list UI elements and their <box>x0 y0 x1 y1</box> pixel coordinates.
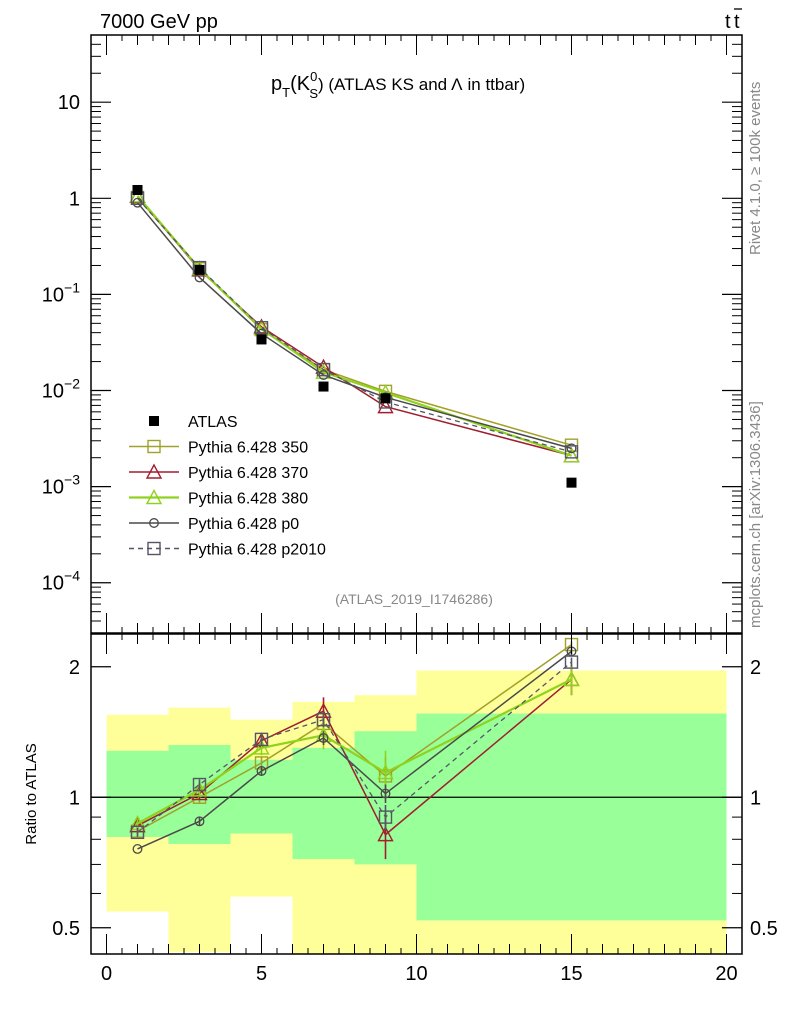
main-series-4 <box>130 191 579 459</box>
ratio-series-marker <box>191 785 208 801</box>
ratio-xtick-label: 15 <box>560 963 582 985</box>
ratio-series-marker <box>377 826 394 842</box>
mcplots-label: mcplots.cern.ch [arXiv:1306.3436] <box>747 401 764 628</box>
legend-label: Pythia 6.428 p0 <box>188 516 299 533</box>
main-series-marker <box>563 447 580 463</box>
ratio-series-line <box>136 678 572 825</box>
main-series-marker <box>564 445 579 459</box>
main-axis-ticks: 10 1 10−1 10−2 10−3 10−4 <box>42 35 742 634</box>
ratio-series-marker <box>130 825 145 840</box>
ratio-band-green <box>292 747 355 860</box>
main-ytick-label: 10−1 <box>42 279 80 306</box>
legend-label: Pythia 6.428 370 <box>188 465 308 482</box>
ratio-series-marker <box>318 733 329 743</box>
atlas-data-point <box>380 393 391 404</box>
ratio-series-line <box>137 650 572 850</box>
atlas-data-point <box>256 334 267 345</box>
ratio-ytick-label-right: 0.5 <box>750 918 778 940</box>
legend-label: Pythia 6.428 p2010 <box>188 542 326 559</box>
ratio-series-line <box>137 643 572 832</box>
ratio-ytick-label-right: 2 <box>750 657 761 679</box>
atlas-data-point <box>566 477 577 488</box>
main-series-line <box>136 196 572 446</box>
atlas-data-point <box>318 381 329 392</box>
legend-marker <box>145 489 163 505</box>
header-left-label: 7000 GeV pp <box>100 11 218 33</box>
ratio-series-4 <box>130 655 579 840</box>
ratio-series-marker <box>377 764 394 780</box>
main-series-line <box>136 202 572 450</box>
legend-atlas-marker <box>149 416 159 426</box>
ratio-ytick-label-left: 2 <box>69 657 80 679</box>
main-ytick-label: 10−2 <box>42 376 80 403</box>
ratio-series-marker <box>380 788 391 799</box>
analysis-label: (ATLAS_2019_I1746286) <box>335 591 493 607</box>
ratio-series-3 <box>132 646 577 854</box>
ratio-ytick-label-left: 0.5 <box>52 918 80 940</box>
ratio-xtick-label: 10 <box>405 963 427 985</box>
ratio-xtick-label: 5 <box>256 963 267 985</box>
ratio-series-marker <box>316 712 331 727</box>
ratio-series-marker <box>253 739 270 755</box>
main-ytick-label: 1 <box>69 188 80 210</box>
ratio-ytick-label-right: 1 <box>750 787 761 809</box>
main-series-marker <box>129 187 146 203</box>
ratio-series-marker <box>564 655 579 669</box>
ratio-ylabel: Ratio to ATLAS <box>23 743 40 844</box>
header-right-label: t t <box>725 8 742 33</box>
legend: ATLAS Pythia 6.428 350 Pythia 6.428 370 Pyt… <box>129 414 326 559</box>
ratio-series-marker <box>378 810 393 824</box>
legend-label: ATLAS <box>188 414 238 431</box>
rivet-label: Rivet 4.1.0, ≥ 100k events <box>747 82 764 255</box>
ratio-xtick-label: 20 <box>715 963 737 985</box>
main-plot-area <box>129 184 580 488</box>
ratio-ytick-label-left: 1 <box>69 787 80 809</box>
main-series-line <box>137 197 572 453</box>
main-series-0 <box>130 190 579 452</box>
ratio-series-2 <box>129 664 580 831</box>
ratio-panel: 0.5 0.51 12 20 5 10 15 20 Ratio to ATLAS <box>23 633 778 985</box>
ratio-plot-area <box>91 637 742 954</box>
legend-label: Pythia 6.428 350 <box>188 440 308 457</box>
main-ytick-label: 10 <box>58 92 80 114</box>
ratio-series-marker <box>563 670 580 687</box>
main-ytick-label: 10−3 <box>42 472 80 499</box>
main-series-marker <box>254 321 269 335</box>
ratio-series-line <box>137 678 572 836</box>
ratio-band-green <box>416 713 727 921</box>
legend-label: Pythia 6.428 380 <box>188 491 308 508</box>
ratio-series-marker <box>254 732 269 747</box>
atlas-data-point <box>194 264 205 275</box>
legend-marker <box>145 463 163 479</box>
main-series-line <box>136 195 572 457</box>
main-series-marker <box>316 362 331 377</box>
main-ytick-label: 10−4 <box>42 568 80 595</box>
legend-marker <box>147 541 161 556</box>
main-series-marker <box>566 443 577 454</box>
ratio-series-marker <box>191 781 208 797</box>
ratio-xtick-label: 0 <box>101 963 112 985</box>
ratio-series-line <box>137 661 572 833</box>
ratio-series-marker <box>194 816 205 827</box>
main-panel: 10 1 10−1 10−2 10−3 10−4 pT(K0 S) (ATLAS KS an… <box>42 34 743 634</box>
ratio-series-marker <box>256 766 267 776</box>
atlas-data-points <box>132 184 577 488</box>
ratio-series-marker <box>192 777 207 792</box>
ratio-series-marker <box>132 843 143 854</box>
atlas-data-point <box>132 184 143 195</box>
ratio-axis-ticks: 0.5 0.51 12 20 5 10 15 20 <box>52 634 778 985</box>
legend-marker <box>149 518 159 528</box>
header-right-t: t <box>725 11 731 33</box>
header-right-tbar: t <box>734 11 740 33</box>
main-series-marker <box>377 398 394 414</box>
legend-marker <box>147 439 161 454</box>
